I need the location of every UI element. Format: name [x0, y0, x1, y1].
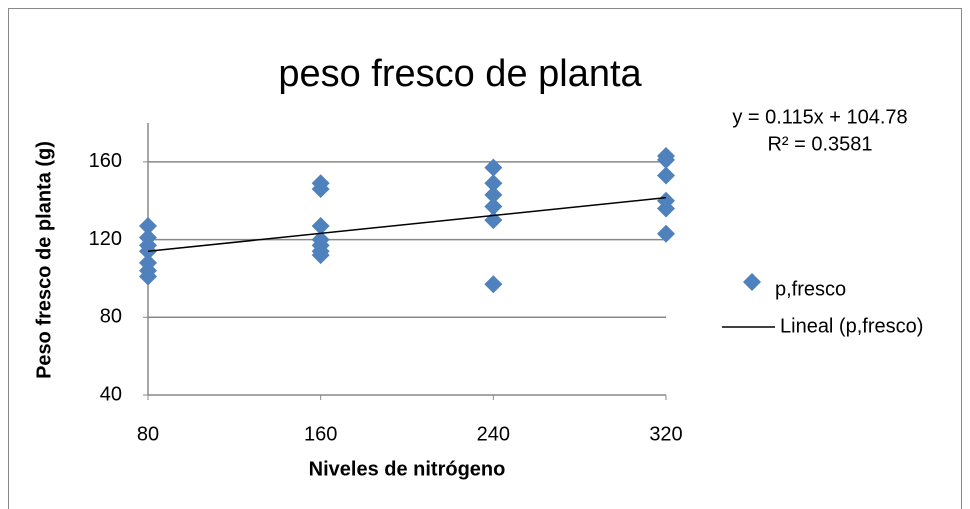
trendline-equation: y = 0.115x + 104.78: [732, 106, 907, 128]
point: [657, 150, 675, 169]
legend-label: p,fresco: [775, 278, 846, 300]
trendline: [147, 196, 667, 253]
x-tick-label: 160: [304, 423, 337, 445]
point: [657, 166, 675, 185]
x-axis-title: Niveles de nitrógeno: [309, 458, 506, 480]
y-tick-label: 40: [100, 383, 122, 405]
x-tick-label: 80: [137, 423, 159, 445]
point: [484, 174, 503, 193]
point: [484, 185, 503, 204]
point: [484, 197, 503, 216]
chart-border: [8, 8, 962, 509]
point: [311, 216, 330, 235]
point: [657, 199, 675, 218]
x-tick-label: 240: [477, 423, 510, 445]
y-tick-label: 160: [89, 150, 122, 172]
point: [657, 224, 675, 243]
y-tick-label: 120: [89, 228, 122, 250]
x-tick-label: 320: [649, 423, 682, 445]
point: [311, 246, 330, 265]
point: [139, 267, 157, 286]
trendline-r2: R² = 0.3581: [767, 133, 872, 155]
y-tick-label: 80: [100, 306, 122, 328]
point: [484, 275, 503, 294]
legend-marker: [743, 273, 761, 291]
point: [139, 216, 157, 235]
point: [484, 158, 503, 177]
point: [311, 180, 330, 199]
y-axis-title: Peso fresco de planta (g): [33, 141, 55, 379]
chart-title: peso fresco de planta: [278, 53, 642, 95]
legend-label: Lineal (p,fresco): [780, 315, 923, 337]
